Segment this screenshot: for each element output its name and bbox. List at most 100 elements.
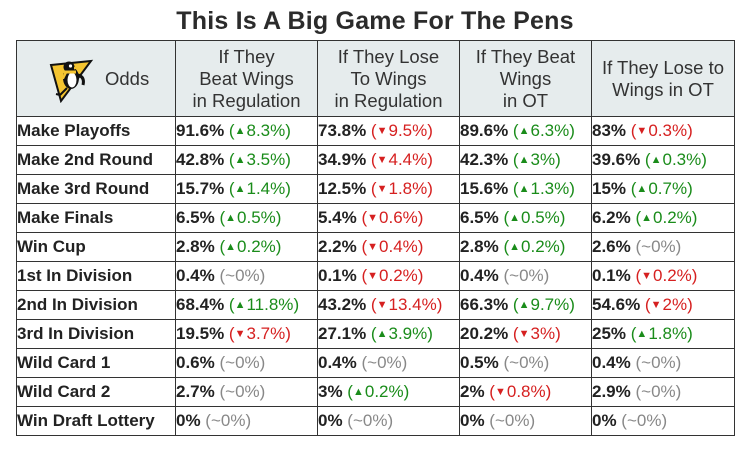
paren-close: ): [403, 382, 410, 401]
paren-close: ): [687, 295, 693, 314]
odds-cell: 42.8% (▲3.5%): [175, 145, 318, 175]
odds-value: 0.4%: [176, 266, 215, 285]
change-indicator: (▲0.7%): [626, 179, 693, 198]
row-label: Make 3rd Round: [16, 174, 176, 204]
odds-cell: 0.4% (~0%): [317, 348, 460, 378]
paren-open: (: [356, 237, 368, 256]
paren-open: (: [508, 324, 519, 343]
change-amount: ~0%: [509, 353, 544, 372]
paren-close: ): [675, 353, 682, 372]
change-amount: 0.2%: [521, 237, 560, 256]
odds-cell: 0.1% (▼0.2%): [591, 261, 735, 291]
odds-cell: 2.7% (~0%): [175, 377, 318, 407]
paren-close: ): [691, 266, 698, 285]
change-indicator: (~0%): [215, 266, 265, 285]
paren-open: (: [630, 353, 642, 372]
row-label: Wild Card 1: [16, 348, 176, 378]
odds-cell: 0% (~0%): [591, 406, 735, 436]
table-row: Wild Card 1 0.6% (~0%) 0.4% (~0%) 0.5% (~0%…: [16, 348, 735, 378]
odds-value: 25%: [592, 324, 627, 343]
arrow-up-icon: ▲: [234, 154, 246, 166]
change-indicator: (▼0.3%): [626, 121, 693, 140]
paren-open: (: [366, 295, 377, 314]
paren-close: ): [555, 150, 561, 169]
paren-close: ): [436, 295, 443, 314]
odds-cell: 2.6% (~0%): [591, 232, 735, 262]
header-line: in OT: [502, 89, 549, 111]
change-indicator: (▲1.4%): [224, 179, 291, 198]
paren-close: ): [285, 324, 291, 343]
paren-close: ): [661, 411, 668, 430]
arrow-up-icon: ▲: [234, 125, 246, 137]
odds-cell: 2.9% (~0%): [591, 377, 735, 407]
odds-cell: 5.4% (▼0.6%): [317, 203, 460, 233]
paren-close: ): [569, 179, 575, 198]
change-amount: 3.5%: [246, 150, 286, 169]
arrow-up-icon: ▲: [234, 183, 246, 195]
odds-value: 20.2%: [460, 324, 509, 343]
change-indicator: (~0%): [343, 411, 393, 430]
odds-value: 0%: [176, 411, 201, 430]
change-amount: 11.8%: [246, 295, 294, 314]
change-amount: 1.8%: [388, 179, 428, 198]
table-row: Win Draft Lottery 0% (~0%) 0% (~0%) 0% (~0%…: [16, 406, 735, 436]
odds-value: 66.3%: [460, 295, 509, 314]
odds-value: 89.6%: [460, 121, 509, 140]
paren-open: (: [224, 121, 235, 140]
change-indicator: (▼0.6%): [356, 208, 423, 227]
odds-value: 6.5%: [460, 208, 499, 227]
penguins-logo-icon: [49, 59, 94, 103]
change-amount: 0.2%: [653, 208, 692, 227]
odds-value: 2.8%: [176, 237, 215, 256]
row-label: 3rd In Division: [16, 319, 176, 349]
table-row: Make Playoffs 91.6% (▲8.3%) 73.8% (▼9.5%) 8…: [16, 116, 735, 146]
change-indicator: (▲0.2%): [215, 237, 281, 256]
change-indicator: (▼3.7%): [224, 324, 291, 343]
row-label: Wild Card 2: [16, 377, 176, 407]
odds-value: 42.8%: [176, 150, 225, 169]
change-amount: 0.2%: [237, 237, 276, 256]
arrow-up-icon: ▲: [234, 299, 246, 311]
arrow-down-icon: ▼: [367, 212, 379, 224]
change-amount: ~0%: [367, 353, 402, 372]
column-header-lose-reg: If They Lose To Wings in Regulation: [317, 40, 460, 117]
odds-value: 0%: [592, 411, 617, 430]
paren-close: ): [691, 208, 698, 227]
header-row: Odds If They Beat Wings in Regulation If…: [16, 40, 735, 117]
change-amount: 0.2%: [653, 266, 692, 285]
paren-open: (: [508, 121, 519, 140]
change-amount: 0.2%: [364, 382, 404, 401]
odds-value: 0%: [460, 411, 485, 430]
paren-close: ): [687, 121, 693, 140]
odds-value: 2.2%: [318, 237, 357, 256]
odds-value: 12.5%: [318, 179, 367, 198]
odds-cell: 12.5% (▼1.8%): [317, 174, 460, 204]
arrow-up-icon: ▲: [650, 154, 662, 166]
paren-close: ): [427, 179, 433, 198]
change-amount: 0.5%: [237, 208, 276, 227]
header-line: To Wings: [350, 67, 427, 89]
row-label: Make Finals: [16, 203, 176, 233]
paren-open: (: [498, 208, 510, 227]
paren-open: (: [356, 208, 368, 227]
paren-open: (: [366, 150, 377, 169]
change-amount: ~0%: [210, 411, 246, 430]
arrow-down-icon: ▼: [641, 270, 653, 282]
odds-cell: 27.1% (▲3.9%): [317, 319, 460, 349]
paren-close: ): [417, 237, 424, 256]
change-amount: 1.3%: [530, 179, 570, 198]
arrow-up-icon: ▲: [636, 328, 648, 340]
table-row: Wild Card 2 2.7% (~0%) 3% (▲0.2%) 2% (▼0.8%…: [16, 377, 735, 407]
change-indicator: (▲0.5%): [215, 208, 281, 227]
header-line: If They Lose to: [601, 56, 725, 78]
odds-value: 91.6%: [176, 121, 225, 140]
odds-cell: 6.5% (▲0.5%): [175, 203, 318, 233]
change-amount: 6.3%: [530, 121, 570, 140]
arrow-up-icon: ▲: [225, 241, 237, 253]
arrow-up-icon: ▲: [518, 125, 530, 137]
paren-open: (: [630, 208, 642, 227]
paren-open: (: [640, 295, 651, 314]
paren-open: (: [224, 150, 235, 169]
paren-close: ): [559, 208, 566, 227]
arrow-up-icon: ▲: [509, 241, 521, 253]
